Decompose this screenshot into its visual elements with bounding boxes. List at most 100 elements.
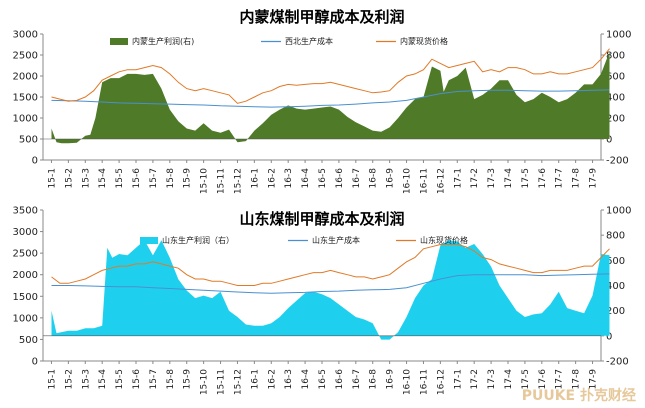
legend-label: 西北生产成本 bbox=[285, 36, 333, 46]
x-tick-label: 16-2 bbox=[267, 369, 277, 389]
x-tick-label: 16-11 bbox=[419, 168, 429, 194]
y-right-tick-label: -200 bbox=[606, 156, 629, 167]
y-left-tick-label: 500 bbox=[19, 135, 38, 146]
x-tick-label: 15-1 bbox=[47, 369, 57, 389]
x-tick-label: 16-10 bbox=[403, 369, 413, 395]
legend: 山东生产利润（右） 山东生产成本 山东现货价格 bbox=[140, 235, 468, 245]
y-right-tick-label: 0 bbox=[606, 135, 612, 146]
x-tick-label: 15-7 bbox=[149, 369, 159, 389]
x-tick-label: 15-12 bbox=[233, 369, 243, 395]
x-tick-label: 15-2 bbox=[64, 369, 74, 389]
series-line-price bbox=[51, 244, 610, 286]
y-right-tick-label: 400 bbox=[606, 93, 625, 104]
y-left-tick-label: 500 bbox=[19, 335, 38, 346]
x-tick-label: 15-1 bbox=[47, 168, 57, 188]
legend-label: 山东现货价格 bbox=[420, 235, 468, 245]
x-tick-label: 16-9 bbox=[386, 369, 396, 390]
x-tick-label: 15-10 bbox=[200, 168, 210, 194]
x-tick-label: 16-4 bbox=[301, 168, 311, 189]
x-tick-label: 16-1 bbox=[250, 168, 260, 188]
x-tick-label: 16-7 bbox=[352, 369, 362, 389]
x-tick-label: 17-7 bbox=[555, 168, 565, 188]
x-tick-label: 15-6 bbox=[132, 168, 142, 189]
x-tick-label: 15-9 bbox=[183, 168, 193, 189]
x-tick-label: 17-3 bbox=[487, 168, 497, 188]
legend: 内蒙生产利润(右) 西北生产成本 内蒙现货价格 bbox=[110, 36, 448, 46]
x-tick-label: 16-5 bbox=[318, 369, 328, 389]
series-line-price bbox=[51, 48, 610, 104]
x-tick-label: 17-1 bbox=[453, 369, 463, 389]
x-tick-label: 17-2 bbox=[470, 168, 480, 188]
x-tick-label: 15-8 bbox=[166, 369, 176, 390]
y-left-tick-label: 2500 bbox=[13, 249, 38, 260]
y-left-tick-label: 0 bbox=[32, 156, 38, 167]
y-left-tick-label: 1000 bbox=[13, 313, 38, 324]
x-tick-label: 16-9 bbox=[386, 168, 396, 189]
x-tick-label: 16-4 bbox=[301, 369, 311, 390]
y-right-tick-label: 400 bbox=[606, 281, 625, 292]
x-tick-label: 16-2 bbox=[267, 168, 277, 188]
x-tick-label: 15-7 bbox=[149, 168, 159, 188]
y-left-tick-label: 1500 bbox=[13, 93, 38, 104]
x-tick-label: 16-6 bbox=[335, 168, 345, 189]
chart-title: 内蒙煤制甲醇成本及利润 bbox=[239, 8, 404, 26]
y-right-tick-label: 200 bbox=[606, 114, 625, 125]
legend-swatch bbox=[110, 38, 128, 45]
x-tick-label: 15-3 bbox=[81, 168, 91, 188]
series-area-profit bbox=[51, 240, 610, 340]
y-right-tick-label: 200 bbox=[606, 306, 625, 317]
y-left-tick-label: 2000 bbox=[13, 72, 38, 83]
x-tick-label: 15-2 bbox=[64, 168, 74, 188]
x-tick-label: 15-10 bbox=[200, 369, 210, 395]
series-line-cost bbox=[51, 273, 610, 294]
x-tick-label: 15-4 bbox=[98, 168, 108, 189]
x-tick-label: 16-10 bbox=[403, 168, 413, 194]
x-tick-label: 17-5 bbox=[521, 369, 531, 389]
series-line-cost bbox=[51, 89, 610, 108]
x-tick-label: 15-11 bbox=[217, 168, 227, 194]
chart-title: 山东煤制甲醇成本及利润 bbox=[239, 210, 404, 228]
x-tick-label: 16-8 bbox=[369, 168, 379, 189]
watermark: PUUKE 扑克财经 bbox=[522, 387, 636, 404]
x-tick-label: 17-2 bbox=[470, 369, 480, 389]
x-tick-label: 16-1 bbox=[250, 369, 260, 389]
legend-label: 内蒙生产利润(右) bbox=[132, 36, 194, 46]
x-tick-label: 16-3 bbox=[284, 168, 294, 188]
x-tick-label: 17-4 bbox=[504, 168, 514, 189]
y-right-tick-label: 1000 bbox=[606, 206, 631, 217]
x-tick-label: 15-5 bbox=[115, 168, 125, 188]
x-tick-label: 15-8 bbox=[166, 168, 176, 189]
y-left-tick-label: 3000 bbox=[13, 227, 38, 238]
x-tick-label: 15-5 bbox=[115, 369, 125, 389]
x-tick-label: 15-6 bbox=[132, 369, 142, 390]
x-tick-label: 17-7 bbox=[555, 369, 565, 389]
chart-2: 山东煤制甲醇成本及利润0500100015002000250030003500-… bbox=[13, 206, 632, 396]
y-right-tick-label: 800 bbox=[606, 231, 625, 242]
y-left-tick-label: 1500 bbox=[13, 292, 38, 303]
y-right-tick-label: -200 bbox=[606, 357, 629, 368]
y-left-tick-label: 2500 bbox=[13, 51, 38, 62]
x-tick-label: 16-3 bbox=[284, 369, 294, 389]
x-tick-label: 15-12 bbox=[233, 168, 243, 194]
x-tick-label: 15-4 bbox=[98, 369, 108, 390]
x-tick-label: 15-9 bbox=[183, 369, 193, 390]
legend-label: 山东生产成本 bbox=[312, 235, 360, 245]
x-tick-label: 15-3 bbox=[81, 369, 91, 389]
y-right-tick-label: 0 bbox=[606, 331, 612, 342]
x-tick-label: 16-8 bbox=[369, 369, 379, 390]
x-tick-label: 17-4 bbox=[504, 369, 514, 390]
y-left-tick-label: 3500 bbox=[13, 206, 38, 217]
y-right-tick-label: 800 bbox=[606, 51, 625, 62]
x-tick-label: 16-12 bbox=[436, 168, 446, 194]
x-tick-label: 16-6 bbox=[335, 369, 345, 390]
x-tick-label: 17-3 bbox=[487, 369, 497, 389]
y-right-tick-label: 600 bbox=[606, 256, 625, 267]
x-tick-label: 17-9 bbox=[589, 168, 599, 189]
y-left-tick-label: 3000 bbox=[13, 30, 38, 41]
x-tick-label: 16-5 bbox=[318, 168, 328, 188]
chart-1: 内蒙煤制甲醇成本及利润 0 500 1000 1500 2000 2500 3000 -200 0… bbox=[13, 8, 632, 194]
legend-label: 内蒙现货价格 bbox=[400, 36, 448, 46]
x-tick-label: 17-6 bbox=[538, 168, 548, 189]
x-tick-label: 17-5 bbox=[521, 168, 531, 188]
